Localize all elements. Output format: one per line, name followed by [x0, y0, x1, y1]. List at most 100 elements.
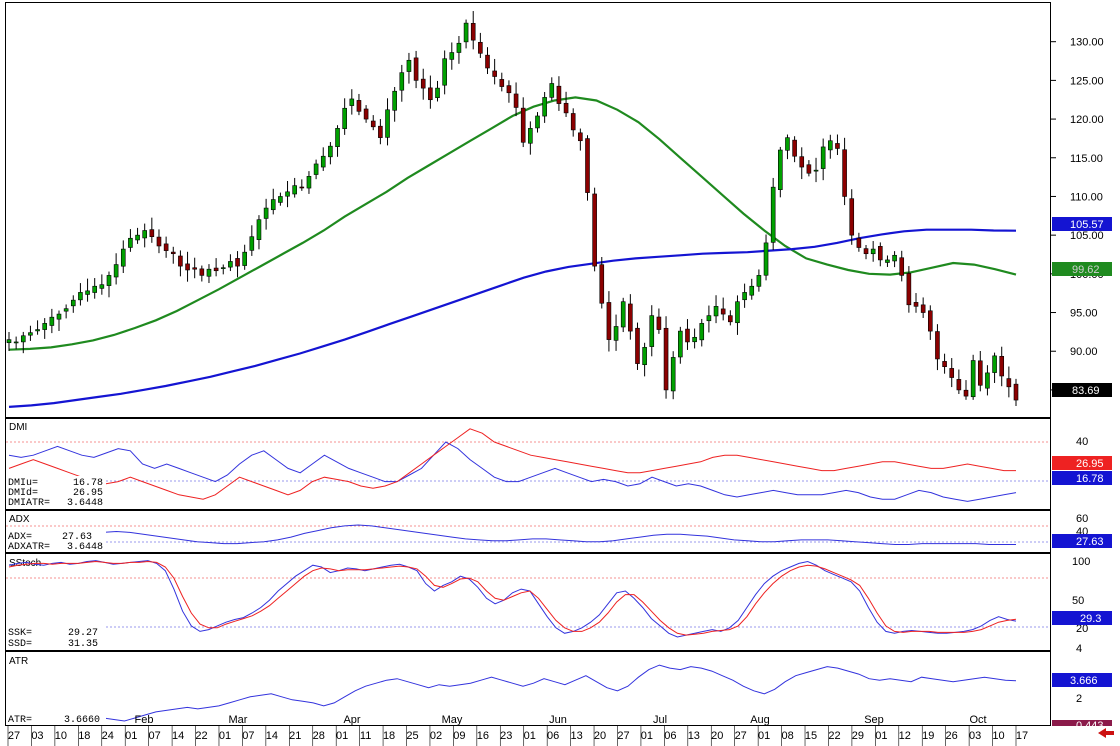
x-month-label: Jul [653, 714, 667, 726]
atr-readouts: ATR= 3.6660 [6, 713, 106, 726]
atr-panel-title: ATR [9, 656, 28, 667]
candle [927, 305, 933, 340]
x-day-label: 23 [500, 730, 512, 742]
panel-frames [5, 2, 1051, 726]
x-month-label: Aug [750, 714, 770, 726]
candle [313, 159, 319, 180]
candle [849, 189, 855, 245]
candle [285, 181, 290, 208]
candle [485, 47, 490, 75]
svg-text:ATR=: ATR= [8, 715, 32, 726]
price-tick-label: 110.00 [1070, 191, 1103, 203]
candle [542, 91, 547, 123]
candle [963, 380, 969, 400]
candle [128, 229, 133, 252]
candle [863, 244, 869, 260]
series-line [8, 664, 1017, 725]
candle [478, 32, 483, 58]
x-day-label: 20 [711, 730, 723, 742]
price-tick-label: 105.00 [1070, 230, 1104, 242]
ma-long-line [8, 228, 1017, 408]
candle [956, 369, 962, 394]
candle [906, 266, 912, 313]
x-day-label: 25 [406, 730, 418, 742]
sstoch-lines [8, 560, 1017, 638]
candle [185, 251, 190, 282]
candle [563, 91, 569, 117]
left-arrow-icon[interactable] [1098, 728, 1114, 738]
candle [977, 350, 983, 392]
candle [692, 328, 697, 349]
candle [120, 240, 126, 274]
candlesticks [6, 11, 1019, 406]
atr-tick-2: 2 [1076, 693, 1082, 705]
price-tick-label: 125.00 [1070, 75, 1104, 87]
x-day-label: 18 [78, 730, 90, 742]
candle [799, 147, 805, 180]
candle [263, 198, 269, 230]
x-day-label: 27 [8, 730, 20, 742]
candle [892, 251, 897, 268]
candle [142, 223, 147, 248]
x-day-label: 11 [360, 730, 371, 742]
candle [399, 64, 405, 102]
dmi-u-value: 16.78 [73, 478, 103, 489]
x-day-label: 27 [735, 730, 747, 742]
candle [1013, 378, 1019, 406]
adx-badge [1052, 534, 1112, 548]
price-tick-label: 120.00 [1070, 114, 1104, 126]
ma-short-badge [1052, 262, 1112, 276]
candle [806, 160, 812, 177]
candle [520, 97, 526, 148]
adx-value: 27.63 [62, 532, 92, 543]
candle [620, 297, 626, 333]
candle [413, 50, 419, 89]
candle [820, 138, 826, 181]
x-day-label: 18 [383, 730, 395, 742]
x-axis: 27 03 10 18 24 01 07 14 22 01 07 14 21 28 01 11 18 25 02 09… [7, 714, 1028, 746]
candle [535, 112, 540, 133]
dmi-blue-badge [1052, 471, 1112, 485]
candle [856, 232, 862, 252]
dmi-blue-badge-label: 16.78 [1076, 473, 1104, 485]
x-day-label: 01 [641, 730, 653, 742]
x-day-label: 01 [125, 730, 137, 742]
price-tick-label: 115.00 [1070, 153, 1103, 165]
x-day-label: 13 [688, 730, 700, 742]
atr-bottom-badge-label: 0.443 [1076, 720, 1104, 732]
candle [649, 305, 655, 357]
candle [463, 19, 469, 49]
x-month-label: Jun [549, 714, 567, 726]
dmi-panel: DMI 40 26.95 16.78 DMIu= 16.78 DMId= 26.… [6, 422, 1112, 509]
candle [85, 278, 90, 302]
x-day-label: 07 [149, 730, 161, 742]
candle [170, 246, 176, 264]
candle [585, 135, 590, 201]
candle [235, 251, 240, 278]
candle [578, 128, 583, 151]
candle [356, 93, 362, 116]
candle [378, 119, 383, 145]
candle [328, 142, 333, 165]
candle [735, 295, 740, 335]
candle [106, 271, 112, 298]
candle [499, 72, 505, 92]
candle [163, 236, 169, 258]
svg-text:DMIu=: DMIu= [8, 478, 38, 489]
candle [749, 278, 755, 300]
x-day-label: 07 [242, 730, 254, 742]
ma-long-badge [1052, 217, 1112, 231]
candle [713, 295, 719, 324]
adx-tick-60: 60 [1076, 513, 1088, 525]
candle [456, 36, 462, 64]
candle [420, 68, 426, 100]
sstoch-panel: SStoch 100 50 20 29.3 SSK= 29.27 SSD= 31… [6, 556, 1112, 650]
candle [306, 171, 312, 194]
adx-panel: ADX 60 40 20 27.63 ADX= 27.63 ADXATR= 3.… [6, 513, 1112, 553]
candle [135, 227, 140, 244]
candle [406, 52, 412, 84]
candle [813, 157, 819, 183]
candle [570, 108, 576, 137]
x-day-label: 10 [55, 730, 67, 742]
